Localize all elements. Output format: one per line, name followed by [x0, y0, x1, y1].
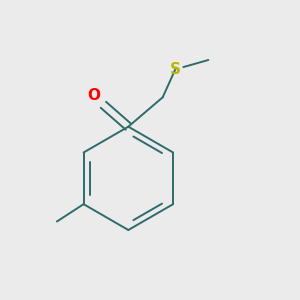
Text: O: O — [87, 88, 100, 104]
Text: S: S — [170, 62, 181, 77]
